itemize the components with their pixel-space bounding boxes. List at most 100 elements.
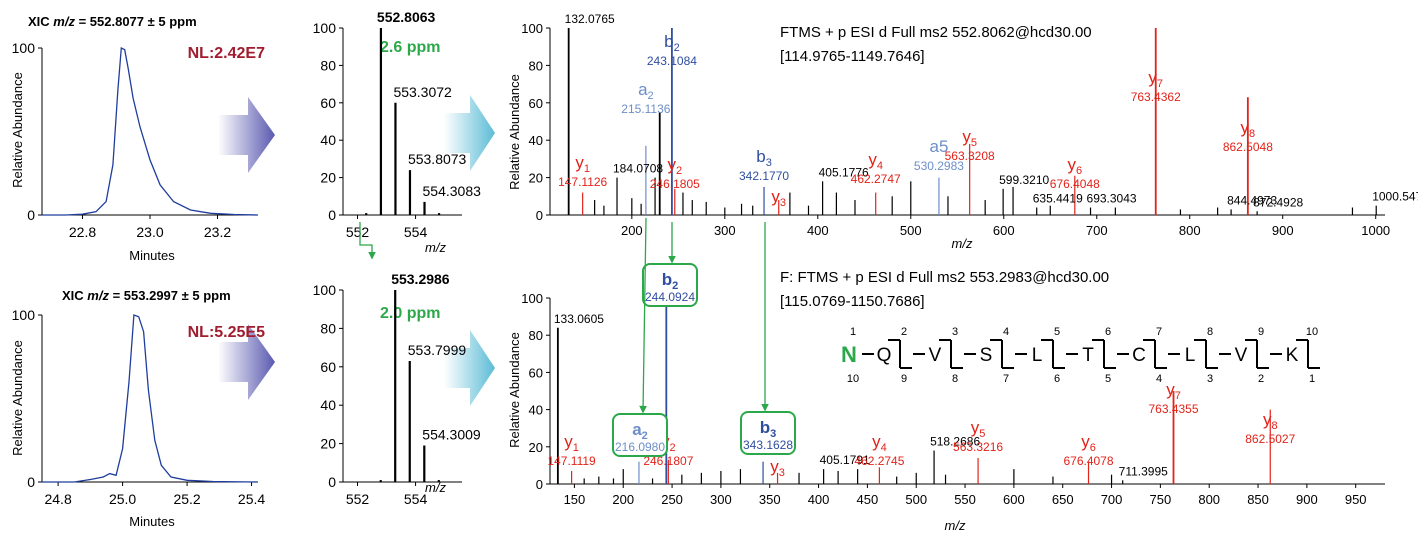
y-tick-label: 20: [320, 170, 336, 186]
peptide-b-index: 3: [952, 326, 958, 338]
arrow-xic-to-ms1-bottom-icon: [218, 324, 275, 400]
y-tick-label: 80: [320, 57, 336, 73]
ion-label: y7: [1148, 68, 1163, 90]
y-tick-label: 40: [529, 133, 543, 148]
arrow-ms1-to-ms2-top-icon: [444, 95, 495, 171]
peak-label: 599.3210: [999, 173, 1049, 187]
ms2-bottom-header-line2: [115.0769-1150.7686]: [780, 293, 925, 310]
peptide-residue: L: [1185, 345, 1196, 366]
peak-label: 711.3995: [1119, 464, 1168, 478]
x-tick-label: 23.2: [204, 224, 231, 240]
y-tick-label: 40: [320, 397, 336, 413]
x-tick-label: 25.0: [109, 491, 136, 507]
ms1-bottom-ylabel: Relative Abundance: [507, 332, 522, 448]
x-tick-label: 800: [1198, 492, 1220, 507]
peak-label: 552.8063: [377, 9, 436, 25]
ion-mz-label: 462.2747: [851, 172, 901, 186]
x-tick-label: 300: [710, 492, 732, 507]
x-tick-label: 200: [621, 223, 643, 238]
connector-arrows: [359, 217, 769, 414]
ion-label: y4: [872, 432, 887, 454]
ion-label: y8: [1241, 118, 1256, 140]
peak-label: 133.0605: [554, 312, 604, 326]
x-tick-label: 900: [1296, 492, 1318, 507]
y-tick-label: 20: [529, 440, 543, 455]
x-tick-label: 850: [1247, 492, 1269, 507]
ion-label: a2: [638, 80, 654, 102]
ms2-top-header-line2: [114.9765-1149.7646]: [780, 48, 925, 65]
x-tick-label: 400: [807, 223, 829, 238]
ion-label: a5: [929, 137, 948, 156]
peptide-b-index: 1: [850, 326, 856, 338]
ion-label: y1: [564, 432, 579, 454]
nl-top: NL:2.42E7: [188, 45, 265, 62]
peptide-y-index: 2: [1258, 373, 1264, 385]
xic-bottom-ylabel: Relative Abundance: [10, 340, 25, 456]
ion-label: y5: [962, 127, 977, 149]
peak-label: 554.3083: [423, 183, 482, 199]
peptide-n-term: N: [841, 342, 857, 367]
peptide-b-index: 2: [901, 326, 907, 338]
x-tick-label: 150: [564, 492, 586, 507]
ion-label: y8: [1263, 410, 1278, 432]
peptide-residue: Q: [877, 345, 892, 366]
peptide-y-index: 5: [1105, 373, 1111, 385]
boxed-ion-label: b2: [662, 270, 679, 292]
ion-mz-label: 862.5027: [1245, 432, 1295, 446]
y-tick-label: 0: [27, 474, 35, 490]
x-tick-label: 554: [404, 224, 428, 240]
x-tick-label: 450: [857, 492, 879, 507]
xic-top-xlabel: Minutes: [129, 248, 175, 263]
arrow-xic-to-ms1-top-icon: [218, 97, 275, 173]
y-tick-label: 0: [328, 207, 336, 223]
ms1-top-ylabel: Relative Abundance: [507, 74, 522, 190]
ion-label: y5: [971, 418, 986, 440]
boxed-ion-mz: 244.0924: [645, 290, 695, 304]
peptide-fragment-brackets: [862, 339, 1320, 369]
x-tick-label: 500: [900, 223, 922, 238]
ms1-top-mzlabel: m/z: [425, 240, 446, 255]
peptide-b-index: 10: [1306, 326, 1318, 338]
x-tick-label: 600: [993, 223, 1015, 238]
xic-bottom-xlabel: Minutes: [129, 514, 175, 529]
peak-label: 405.1776: [819, 165, 869, 179]
ion-label: y1: [575, 153, 590, 175]
peptide-residue: L: [1032, 345, 1043, 366]
ms2-top-header-line1: FTMS + p ESI d Full ms2 552.8062@hcd30.0…: [780, 24, 1092, 41]
boxed-ion-label: a2: [632, 420, 648, 442]
ion-label: y2: [667, 155, 682, 177]
ion-mz-label: 563.3208: [945, 149, 995, 163]
boxed-ion-frame: [740, 411, 796, 455]
ion-mz-label: 215.1136: [621, 102, 670, 116]
x-tick-label: 950: [1345, 492, 1367, 507]
peptide-residue: K: [1286, 345, 1299, 366]
ion-mz-label: 676.4048: [1050, 177, 1100, 191]
y-tick-label: 40: [529, 403, 543, 418]
peak-label: 844.4973: [1227, 193, 1277, 207]
peptide-b-index: 4: [1003, 326, 1009, 338]
y-tick-label: 0: [328, 474, 336, 490]
peak-label: 554.3009: [422, 427, 481, 443]
x-tick-label: 500: [905, 492, 927, 507]
x-tick-label: 600: [1003, 492, 1025, 507]
y-tick-label: 20: [529, 171, 543, 186]
ion-mz-label: 530.2983: [914, 159, 964, 173]
x-tick-label: 300: [714, 223, 736, 238]
peak-label: 132.0765: [565, 12, 615, 26]
peak-label: 553.8073: [408, 151, 467, 167]
peptide-y-index: 3: [1207, 373, 1213, 385]
boxed-ion-frame: [642, 263, 698, 307]
xic-bottom-chart: 0 100 24.8 25.0 25.2 25.4: [12, 307, 266, 507]
xic-top-chart: 0 100 22.8 23.0 23.2: [12, 40, 259, 240]
y-tick-label: 60: [320, 359, 336, 375]
x-tick-label: 24.8: [44, 491, 71, 507]
x-tick-label: 800: [1179, 223, 1201, 238]
ion-label: b2: [664, 32, 680, 54]
y-tick-label: 100: [12, 40, 36, 56]
ms2-bottom-spectrum: 0 20 40 60 80 100 150 200 250 300 350 400 450 500 550 6…: [521, 263, 1385, 507]
ion-label: y3: [770, 457, 785, 479]
peptide-y-index: 7: [1003, 373, 1009, 385]
chromatogram-trace: [42, 314, 259, 483]
peak-label: 553.3072: [393, 84, 452, 100]
